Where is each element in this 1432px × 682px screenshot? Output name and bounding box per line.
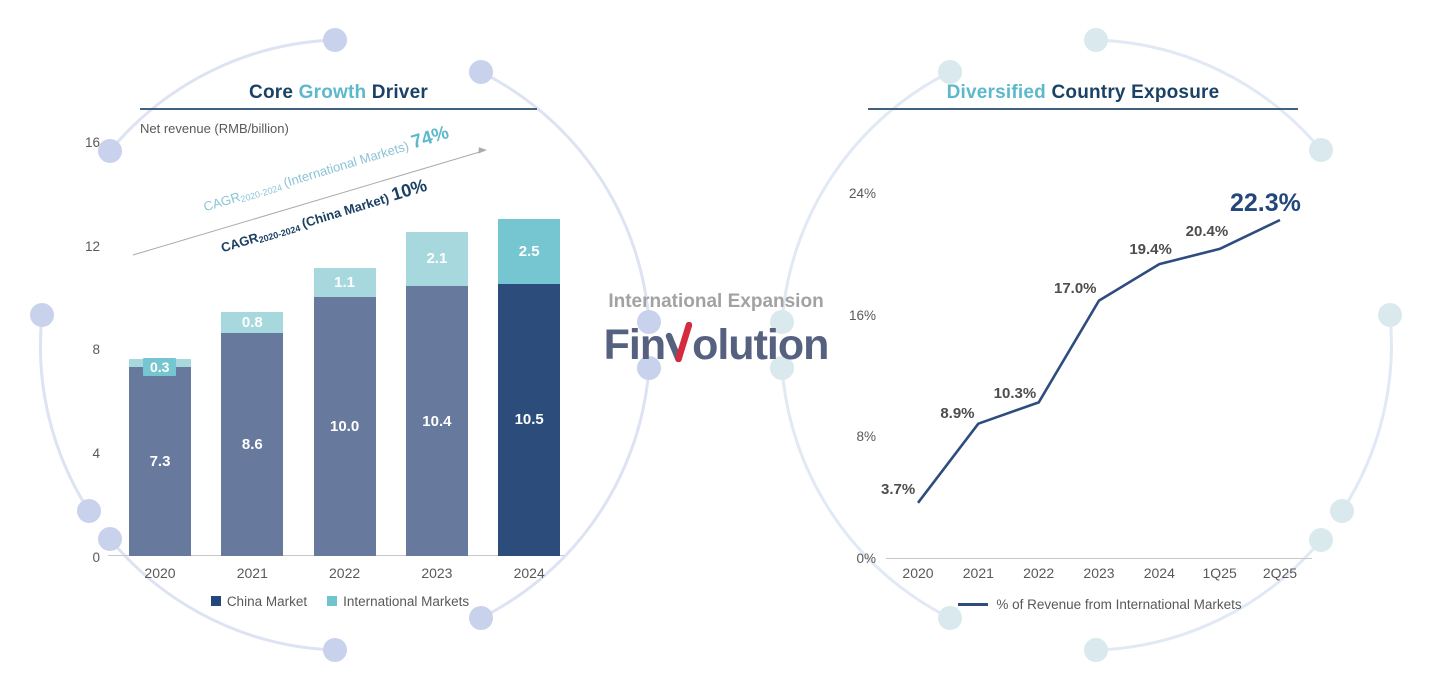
- line-x-label: 1Q25: [1202, 565, 1237, 581]
- bar-y-tick: 0: [92, 550, 100, 565]
- bar-value-label: 7.3: [149, 452, 171, 470]
- bar-segment-china: 8.6: [221, 332, 284, 556]
- title-driver: Driver: [366, 82, 428, 103]
- bar-y-tick: 12: [84, 238, 100, 254]
- bar-value-chip: 0.3: [143, 357, 177, 376]
- bar-segment-china: 10.4: [405, 286, 468, 556]
- cagr-value: 74%: [408, 122, 452, 154]
- bar-segment-china: 7.3: [129, 366, 191, 556]
- right-chart-title: Diversified Country Exposure: [868, 82, 1298, 104]
- bar-segment-china: 10.0: [313, 296, 376, 556]
- bar-value-label: 0.8: [241, 314, 263, 332]
- bar-value-label: 10.0: [329, 417, 360, 435]
- china-market-swatch: [210, 596, 221, 606]
- title-core: Core: [249, 82, 299, 103]
- line-x-label: 2021: [962, 565, 994, 581]
- bar-segment-international: 1.1: [313, 268, 376, 297]
- line-x-label: 2Q25: [1262, 565, 1298, 581]
- bar-y-tick: 4: [92, 446, 100, 462]
- cagr-subscript: 2020-2024: [257, 223, 302, 246]
- cagr-prefix: CAGR: [201, 189, 242, 215]
- logo-v-icon: [665, 321, 693, 363]
- logo-text-fin: Fin: [603, 321, 666, 369]
- logo-text-olution: olution: [692, 321, 829, 369]
- cagr-value: 10%: [389, 174, 430, 205]
- expansion-heading: International Expansion: [608, 291, 824, 312]
- trend-line: [916, 218, 1281, 504]
- bar-x-label: 2022: [329, 565, 361, 581]
- bar-chart-legend: China Market International Markets: [140, 594, 540, 609]
- finvolution-logo: Fin olution: [556, 321, 876, 370]
- title-growth: Growth: [298, 82, 367, 103]
- bar-x-label: 2024: [513, 565, 545, 581]
- data-point-label: 22.3%: [1229, 189, 1301, 218]
- line-x-label: 2024: [1143, 565, 1175, 581]
- data-point-label: 20.4%: [1185, 222, 1229, 240]
- bar-segment-international: 0.8: [221, 312, 284, 333]
- left-chart-title: Core Growth Driver: [140, 82, 537, 104]
- bar-x-label: 2020: [144, 565, 176, 581]
- trend-line-swatch: [958, 603, 989, 606]
- bar-value-label: 1.1: [334, 273, 356, 291]
- bar-segment-international: 2.1: [405, 231, 468, 287]
- data-point-label: 8.9%: [940, 404, 975, 422]
- bar-segment-china: 10.5: [498, 283, 561, 556]
- legend-label: International Markets: [343, 594, 470, 609]
- cagr-subscript: 2020-2024: [239, 182, 284, 205]
- data-point-label: 17.0%: [1053, 279, 1097, 297]
- international-markets-swatch: [327, 596, 338, 606]
- legend-label: % of Revenue from International Markets: [996, 597, 1242, 612]
- line-x-label: 2020: [902, 565, 934, 581]
- line-y-tick: 8%: [856, 429, 876, 445]
- title-diversified: Diversified: [946, 82, 1052, 103]
- line-x-label: 2022: [1023, 565, 1055, 581]
- bar-y-tick: 8: [92, 342, 100, 358]
- cagr-prefix: CAGR: [219, 229, 261, 256]
- cagr-label: (International Markets): [281, 138, 411, 191]
- data-point-label: 3.7%: [881, 480, 916, 498]
- line-x-label: 2023: [1083, 565, 1115, 581]
- cagr-label: (China Market): [299, 190, 391, 231]
- data-point-label: 19.4%: [1129, 241, 1172, 259]
- bar-value-label: 8.6: [241, 435, 263, 453]
- bar-value-label: 2.5: [518, 242, 540, 260]
- line-y-tick: 24%: [848, 186, 876, 202]
- legend-item-china: China Market: [210, 594, 308, 609]
- bar-x-label: 2021: [236, 565, 268, 581]
- bar-y-tick: 16: [84, 134, 100, 150]
- line-y-tick: 0%: [856, 551, 876, 566]
- bar-chart-unit-label: Net revenue (RMB/billion): [140, 121, 289, 136]
- bar-value-label: 10.4: [422, 412, 452, 430]
- right-title-underline: [868, 108, 1298, 110]
- line-y-tick: 16%: [848, 307, 876, 323]
- data-point-label: 10.3%: [993, 385, 1037, 403]
- bar-x-label: 2023: [421, 565, 453, 581]
- legend-label: China Market: [226, 594, 308, 609]
- bar-value-label: 2.1: [426, 250, 448, 268]
- title-country-exposure: Country Exposure: [1051, 82, 1220, 103]
- left-title-underline: [140, 108, 537, 110]
- legend-item-international: International Markets: [327, 594, 469, 609]
- line-chart-legend: % of Revenue from International Markets: [890, 597, 1310, 612]
- bar-segment-international: 2.5: [498, 218, 561, 284]
- line-x-axis: [886, 558, 1312, 559]
- bar-value-label: 10.5: [514, 411, 544, 429]
